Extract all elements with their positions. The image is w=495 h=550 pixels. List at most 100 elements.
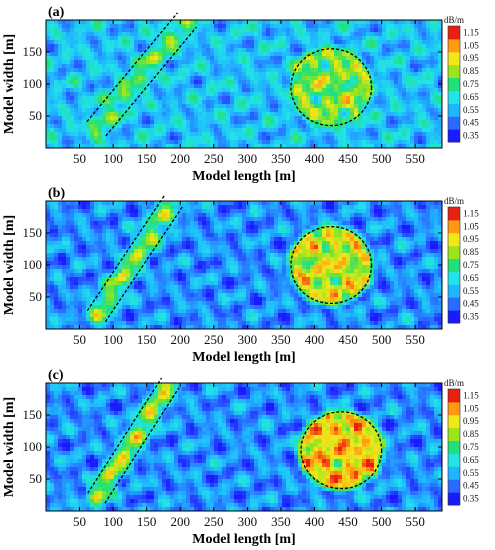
x-tick-label: 300 (238, 151, 258, 166)
y-axis-label: Model width [m] (2, 397, 17, 497)
colorbar-tick-label: 1.05 (463, 221, 479, 231)
colorbar-swatch (448, 232, 460, 247)
colorbar-swatch (448, 401, 460, 416)
x-tick-label: 550 (405, 332, 425, 347)
circle-anomaly-outline (290, 225, 373, 305)
x-tick-label: 100 (103, 332, 123, 347)
colorbar-swatch (448, 479, 460, 493)
colorbar-swatch (448, 129, 460, 143)
y-tick-label: 100 (23, 257, 43, 272)
x-tick-label: 50 (73, 514, 86, 529)
colorbar-unit: dB/m (444, 378, 464, 388)
x-tick-label: 450 (338, 332, 358, 347)
colorbar-swatch (448, 297, 460, 311)
panel-label: (b) (48, 186, 65, 201)
colorbar-swatch (448, 90, 460, 104)
x-tick-label: 400 (305, 514, 325, 529)
fault-boundary-line (86, 12, 178, 123)
panel-c: 50 100 150 200 250 300 350 400 450 500 550 50 100 150… (2, 368, 479, 547)
heatmap-field (46, 383, 443, 512)
x-tick-label: 350 (271, 332, 291, 347)
x-tick-label: 50 (73, 151, 86, 166)
colorbar-tick-label: 1.05 (463, 403, 479, 413)
colorbar-swatch (448, 389, 460, 403)
x-tick-label: 150 (137, 332, 157, 347)
colorbar-swatch (448, 427, 460, 442)
colorbar-tick-label: 0.95 (463, 416, 479, 426)
fault-boundary-line (104, 387, 180, 504)
heatmap-field (46, 201, 443, 330)
colorbar-tick-label: 0.75 (463, 442, 479, 452)
colorbar-swatch (448, 116, 460, 130)
panel-label: (a) (48, 5, 65, 20)
x-tick-label: 550 (405, 514, 425, 529)
circle-anomaly-outline (300, 411, 383, 490)
colorbar-swatch (448, 284, 460, 298)
colorbar-tick-label: 0.65 (463, 455, 479, 465)
colorbar-swatch (448, 64, 460, 79)
colorbar-swatch (448, 26, 460, 40)
colorbar-tick-label: 0.35 (463, 131, 479, 141)
x-axis-label: Model length [m] (192, 169, 295, 184)
colorbar-tick-label: 0.35 (463, 312, 479, 322)
panel-a: 50 100 150 200 250 300 350 400 450 500 550 50 100 150… (2, 5, 479, 184)
colorbar-swatch (448, 453, 460, 467)
x-tick-label: 550 (405, 151, 425, 166)
x-tick-label: 100 (103, 151, 123, 166)
colorbar-swatch (448, 466, 460, 480)
fault-boundary-line (86, 195, 166, 312)
x-tick-label: 300 (238, 332, 258, 347)
x-axis-label: Model length [m] (192, 350, 295, 365)
circle-anomaly-outline (290, 48, 373, 127)
y-tick-label: 150 (23, 44, 43, 59)
x-tick-label: 200 (170, 514, 190, 529)
panel-label: (c) (48, 368, 64, 383)
colorbar-tick-label: 0.95 (463, 234, 479, 244)
colorbar-tick-label: 0.55 (463, 286, 479, 296)
x-tick-label: 500 (372, 151, 392, 166)
colorbar: dB/m 0.35 0.45 0.55 0.65 0.75 0.85 0.95 1.05 1.15 (444, 15, 479, 143)
colorbar-tick-label: 0.45 (463, 299, 479, 309)
y-tick-label: 100 (23, 439, 43, 454)
x-tick-label: 350 (271, 514, 291, 529)
colorbar-tick-label: 0.45 (463, 118, 479, 128)
x-tick-label: 100 (103, 514, 123, 529)
colorbar-tick-label: 1.15 (463, 390, 479, 400)
fault-boundary-line (87, 377, 163, 494)
x-tick-label: 150 (137, 514, 157, 529)
y-tick-label: 150 (23, 407, 43, 422)
colorbar-swatch (448, 103, 460, 117)
x-tick-label: 400 (305, 332, 325, 347)
x-tick-label: 200 (170, 151, 190, 166)
y-tick-label: 50 (29, 108, 42, 123)
colorbar-swatch (448, 440, 460, 454)
y-axis-label: Model width [m] (2, 215, 17, 315)
colorbar: dB/m 0.35 0.45 0.55 0.65 0.75 0.85 0.95 1.05 1.15 (444, 378, 479, 506)
x-tick-label: 350 (271, 151, 291, 166)
x-tick-label: 200 (170, 332, 190, 347)
colorbar-tick-label: 1.15 (463, 208, 479, 218)
colorbar-swatch (448, 207, 460, 221)
colorbar-tick-label: 1.05 (463, 40, 479, 50)
colorbar-swatch (448, 245, 460, 260)
colorbar-tick-label: 0.85 (463, 66, 479, 76)
y-tick-label: 50 (29, 289, 42, 304)
colorbar-tick-label: 0.55 (463, 468, 479, 478)
y-tick-label: 100 (23, 76, 43, 91)
colorbar: dB/m 0.35 0.45 0.55 0.65 0.75 0.85 0.95 1.05 1.15 (444, 196, 479, 324)
x-tick-label: 450 (338, 151, 358, 166)
x-tick-label: 250 (204, 514, 224, 529)
colorbar-tick-label: 0.85 (463, 429, 479, 439)
x-tick-label: 50 (73, 332, 86, 347)
y-axis-label: Model width [m] (2, 34, 17, 134)
colorbar-swatch (448, 414, 460, 429)
colorbar-tick-label: 0.95 (463, 53, 479, 63)
colorbar-tick-label: 1.15 (463, 27, 479, 37)
colorbar-tick-label: 0.65 (463, 273, 479, 283)
colorbar-tick-label: 0.75 (463, 260, 479, 270)
colorbar-swatch (448, 38, 460, 53)
colorbar-swatch (448, 492, 460, 506)
panel-b: 50 100 150 200 250 300 350 400 450 500 550 50 100 150… (2, 186, 479, 365)
colorbar-tick-label: 0.45 (463, 481, 479, 491)
